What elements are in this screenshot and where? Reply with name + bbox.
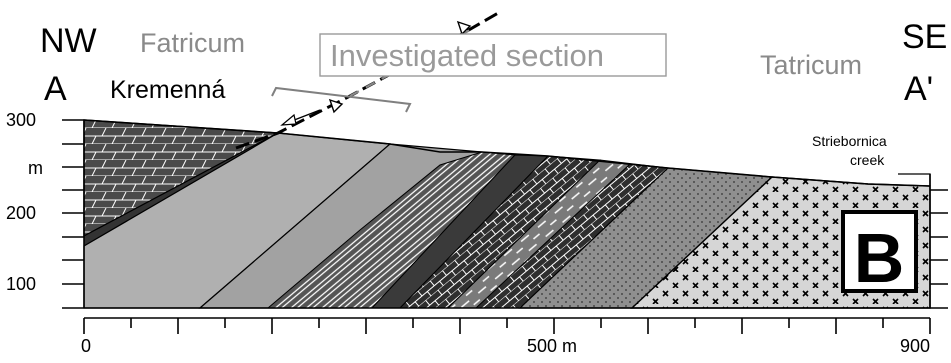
investigated-section-label: Investigated section — [330, 38, 604, 73]
nw-label: NW — [40, 22, 97, 60]
y-tick-label-200: 200 — [6, 203, 36, 223]
investigated-section-box — [319, 33, 667, 77]
thrust-arrow-triangle-lower — [328, 98, 344, 114]
panel-letter-box — [841, 210, 918, 293]
y-tick-label-100: 100 — [6, 274, 36, 294]
creek-marker — [898, 173, 931, 186]
creek-label: creek — [850, 152, 885, 168]
x-tick-label-500: 500 m — [527, 336, 577, 356]
movement-arrow-head — [280, 113, 297, 126]
vertical-axis-ticks-right — [930, 189, 948, 309]
y-unit-label: m — [28, 158, 43, 178]
a-prime-label: A' — [904, 70, 933, 108]
thrust-fault-line — [235, 10, 501, 150]
tatricum-label: Tatricum — [760, 50, 862, 80]
topographic-surface — [83, 119, 931, 187]
se-label: SE — [902, 18, 947, 56]
x-tick-label-900: 900 — [900, 336, 930, 356]
kremenna-label: Kremenná — [110, 76, 225, 104]
panel-letter: B — [854, 219, 905, 297]
y-tick-label-300: 300 — [6, 110, 36, 130]
investigated-section-bracket — [271, 86, 412, 113]
a-label: A — [44, 70, 67, 108]
vertical-axis-ticks-left — [62, 119, 84, 309]
thrust-arrow-triangle-upper — [456, 20, 472, 36]
fatricum-label: Fatricum — [140, 28, 245, 58]
x-tick-label-0: 0 — [81, 336, 91, 356]
horizontal-scale-ticks — [83, 318, 931, 334]
striebornica-label: Striebornica — [812, 133, 887, 149]
